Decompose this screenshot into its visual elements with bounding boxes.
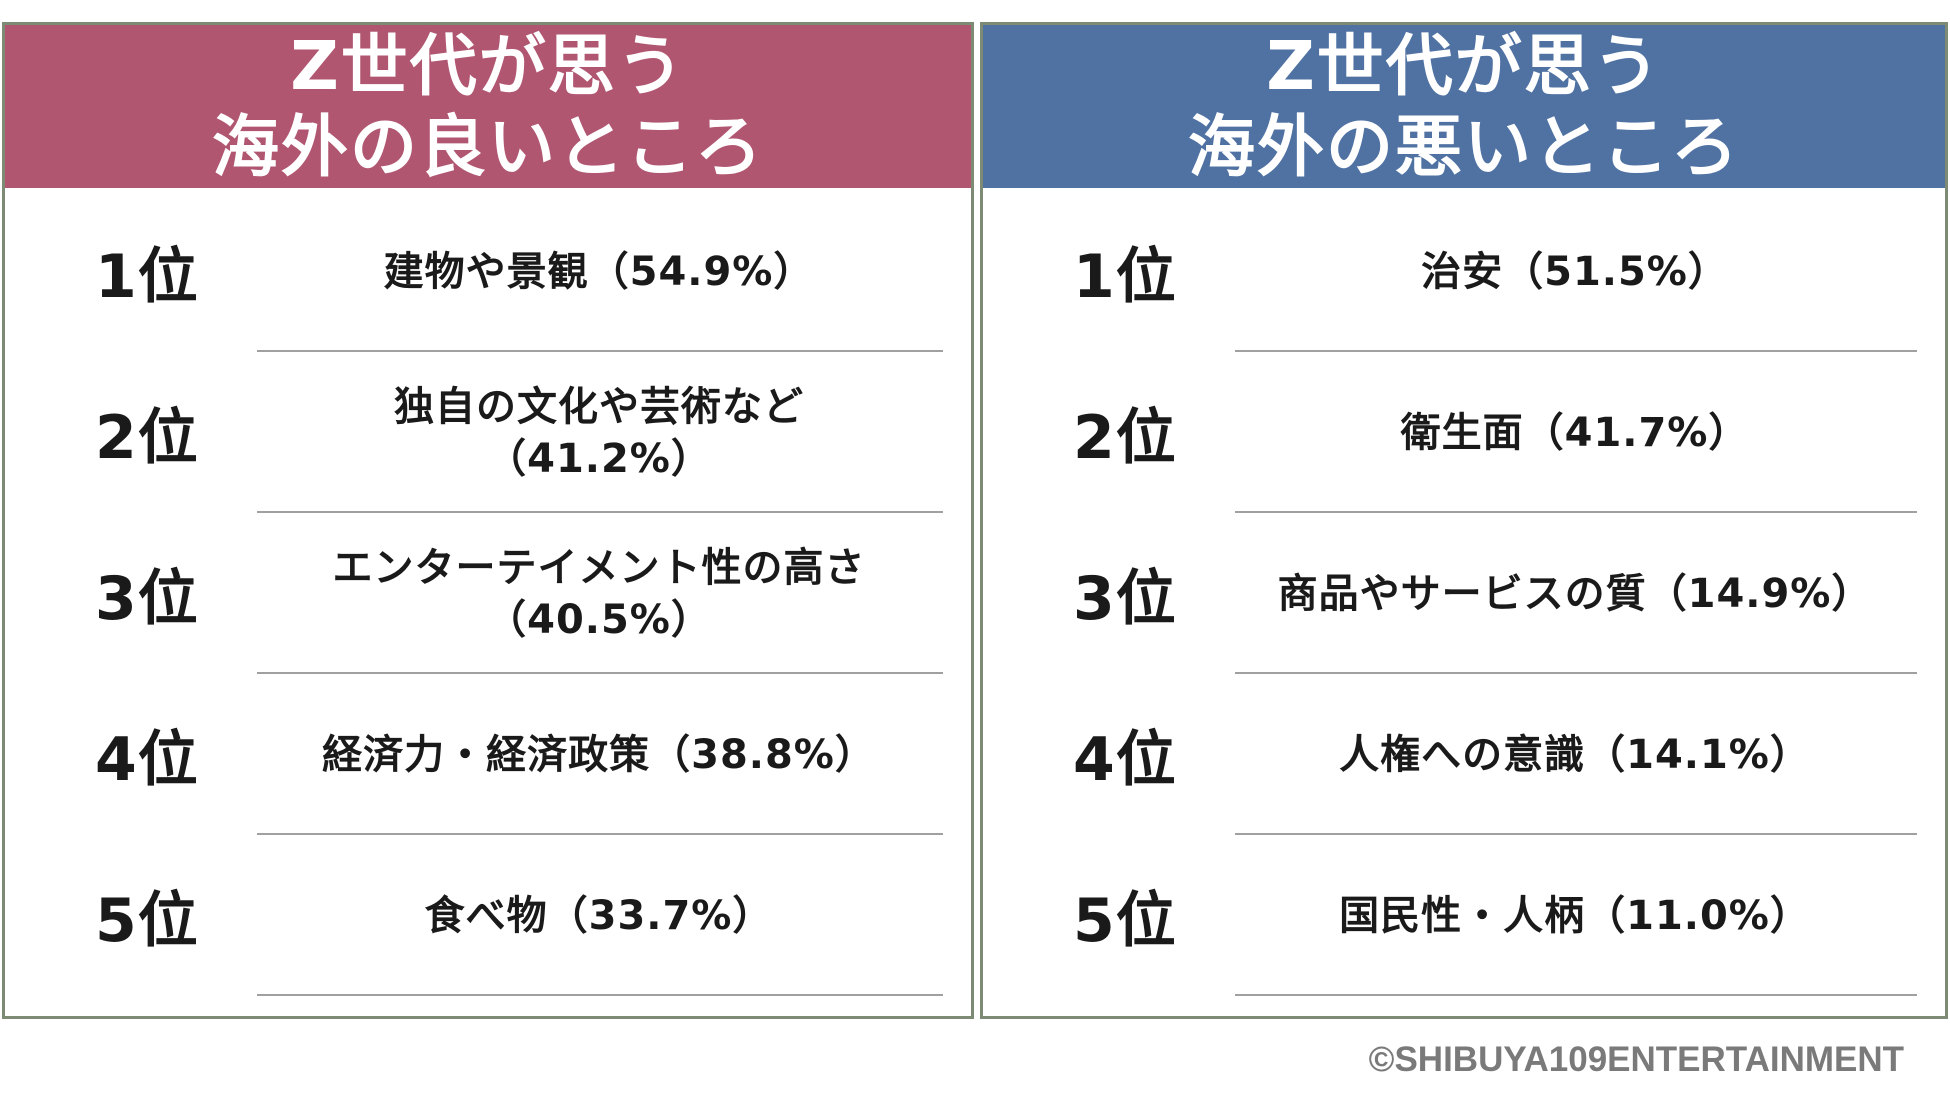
good-points-rank-item: 建物や景観（54.9%） [255,191,943,352]
good-points-panel: Z世代が思う 海外の良いところ 1位 建物や景観（54.9%） 2位 独自の文化や芸術… [2,22,974,1019]
bad-points-title-line-1: Z世代が思う [1266,26,1662,105]
good-points-rank-item-text: 食べ物（33.7%） [424,892,774,939]
good-points-header: Z世代が思う 海外の良いところ [5,25,971,188]
good-points-title-line-1: Z世代が思う [290,26,686,105]
bad-points-rank-row: 4位 人権への意識（14.1%） [983,674,1945,835]
bad-points-row-divider [1235,672,1917,674]
bad-points-rank-item-text: 国民性・人柄（11.0%） [1339,892,1811,939]
bad-points-rank-row: 3位 商品やサービスの質（14.9%） [983,513,1945,674]
good-points-rank-item-text: 建物や景観（54.9%） [383,248,815,295]
bad-points-row-divider [1235,833,1917,835]
bad-points-rank-item: 国民性・人柄（11.0%） [1233,835,1917,996]
bad-points-rank-item: 治安（51.5%） [1233,191,1917,352]
good-points-rank-item-text: （41.2%） [486,435,712,482]
bad-points-rank-item-text: 人権への意識（14.1%） [1339,731,1811,778]
good-points-rank-item-text: エンターテイメント性の高さ [332,544,866,591]
good-points-rank-item-text: （40.5%） [486,596,712,643]
copyright-notice: ©SHIBUYA109ENTERTAINMENT [1368,1040,1904,1079]
good-points-rank-item-text: 経済力・経済政策（38.8%） [322,731,876,778]
good-points-rank-label: 5位 [95,886,199,956]
bad-points-title-line-2: 海外の悪いところ [1188,107,1740,186]
good-points-rank-label: 3位 [95,564,199,634]
good-points-row-divider [257,511,943,513]
good-points-list: 1位 建物や景観（54.9%） 2位 独自の文化や芸術など （41.2%） 3位 エンターテ… [5,191,971,996]
good-points-rank-row: 2位 独自の文化や芸術など （41.2%） [5,352,971,513]
bad-points-rank-label: 1位 [1073,242,1177,312]
good-points-rank-item: 経済力・経済政策（38.8%） [255,674,943,835]
good-points-rank-item: 食べ物（33.7%） [255,835,943,996]
good-points-row-divider [257,994,943,996]
bad-points-list: 1位 治安（51.5%） 2位 衛生面（41.7%） 3位 商品やサービスの質（14.9%… [983,191,1945,996]
good-points-rank-item: 独自の文化や芸術など （41.2%） [255,352,943,513]
good-points-rank-row: 3位 エンターテイメント性の高さ （40.5%） [5,513,971,674]
good-points-row-divider [257,672,943,674]
bad-points-header: Z世代が思う 海外の悪いところ [983,25,1945,188]
good-points-rank-row: 5位 食べ物（33.7%） [5,835,971,996]
good-points-title-line-2: 海外の良いところ [212,107,764,186]
bad-points-rank-label: 2位 [1073,403,1177,473]
bad-points-rank-row: 5位 国民性・人柄（11.0%） [983,835,1945,996]
bad-points-rank-item: 商品やサービスの質（14.9%） [1233,513,1917,674]
good-points-rank-label: 2位 [95,403,199,473]
bad-points-rank-label: 3位 [1073,564,1177,634]
bad-points-rank-item-text: 治安（51.5%） [1421,248,1729,295]
bad-points-rank-row: 2位 衛生面（41.7%） [983,352,1945,513]
bad-points-rank-label: 5位 [1073,886,1177,956]
good-points-rank-label: 1位 [95,242,199,312]
good-points-rank-row: 1位 建物や景観（54.9%） [5,191,971,352]
good-points-row-divider [257,833,943,835]
good-points-row-divider [257,350,943,352]
bad-points-rank-item: 人権への意識（14.1%） [1233,674,1917,835]
bad-points-panel: Z世代が思う 海外の悪いところ 1位 治安（51.5%） 2位 衛生面（41.7%） 3… [980,22,1948,1019]
bad-points-rank-item-text: 商品やサービスの質（14.9%） [1277,570,1873,617]
good-points-rank-item-text: 独自の文化や芸術など [394,383,804,430]
good-points-rank-item: エンターテイメント性の高さ （40.5%） [255,513,943,674]
bad-points-row-divider [1235,994,1917,996]
bad-points-rank-label: 4位 [1073,725,1177,795]
good-points-rank-label: 4位 [95,725,199,795]
bad-points-row-divider [1235,511,1917,513]
bad-points-rank-item: 衛生面（41.7%） [1233,352,1917,513]
bad-points-rank-row: 1位 治安（51.5%） [983,191,1945,352]
bad-points-row-divider [1235,350,1917,352]
bad-points-rank-item-text: 衛生面（41.7%） [1400,409,1750,456]
good-points-rank-row: 4位 経済力・経済政策（38.8%） [5,674,971,835]
